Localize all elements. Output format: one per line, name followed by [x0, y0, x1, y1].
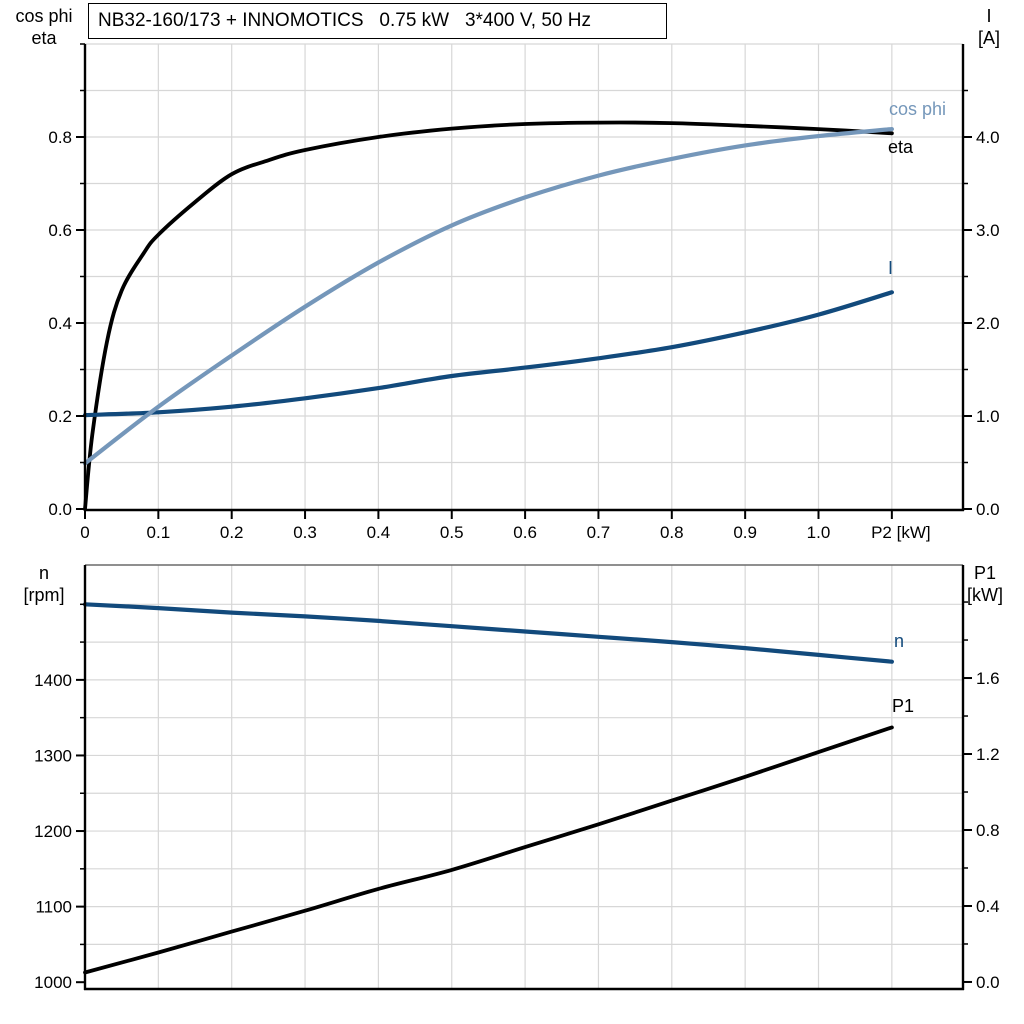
x-tick-label: 0.7: [587, 523, 611, 542]
x-tick-label: 0.8: [660, 523, 684, 542]
right-tick-label: 3.0: [976, 221, 1000, 240]
x-tick-label: 0.4: [367, 523, 391, 542]
curve-label-p1: P1: [892, 696, 915, 716]
left-tick-label: 1300: [34, 746, 72, 765]
axis-title-speed-unit: [rpm]: [23, 585, 65, 605]
axis-title-speed: n: [38, 563, 49, 583]
chart-title-box: NB32-160/173 + INNOMOTICS 0.75 kW 3*400 …: [88, 3, 667, 39]
left-tick-label: 0.2: [48, 407, 72, 426]
right-tick-label: 1.0: [976, 407, 1000, 426]
x-tick-label: 0.5: [440, 523, 464, 542]
curve-i: [82, 290, 894, 418]
right-tick-label: 0.0: [976, 973, 1000, 992]
axis-title-cos-phi: cos phi: [15, 6, 73, 26]
curve-label-cos-phi: cos phi: [889, 99, 947, 119]
left-tick-label: 1200: [34, 822, 72, 841]
left-tick-label: 0.6: [48, 221, 72, 240]
left-tick-label: 1000: [34, 973, 72, 992]
left-tick-label: 1100: [35, 898, 72, 917]
axis-title-eta: eta: [31, 28, 57, 48]
left-tick-label: 0.8: [48, 128, 72, 147]
top-right-axis-title: I [A]: [960, 5, 1018, 49]
curve-cos-phi: [82, 127, 894, 466]
curve-label-speed: n: [894, 631, 905, 651]
axis-title-current-unit: [A]: [977, 28, 1000, 48]
curve-label-current: I: [888, 258, 894, 278]
x-tick-label: 0.3: [293, 523, 317, 542]
top-left-axis-title: cos phi eta: [4, 5, 84, 49]
bottom-right-axis-title: P1 [kW]: [952, 562, 1018, 606]
x-tick-label: 0.9: [733, 523, 757, 542]
right-tick-label: 0.0: [976, 500, 1000, 519]
right-tick-label: 1.6: [976, 669, 1000, 688]
curve-n: [82, 602, 894, 664]
x-tick-label: 0: [80, 523, 89, 542]
axis-title-current: I: [986, 6, 992, 26]
left-tick-label: 0.4: [48, 314, 72, 333]
axis-title-p1: P1: [973, 563, 997, 583]
curve-eta: [83, 120, 894, 511]
right-tick-label: 1.2: [976, 745, 1000, 764]
axis-title-p1-unit: [kW]: [967, 585, 1003, 605]
right-tick-label: 0.4: [976, 897, 1000, 916]
curve-p1: [83, 725, 894, 975]
chart-title: NB32-160/173 + INNOMOTICS 0.75 kW 3*400 …: [98, 10, 591, 31]
x-tick-label: 0.1: [147, 523, 171, 542]
bottom-left-axis-title: n [rpm]: [6, 562, 82, 606]
x-axis-label: P2 [kW]: [871, 523, 931, 542]
left-tick-label: 1400: [34, 671, 72, 690]
right-tick-label: 2.0: [976, 314, 1000, 333]
right-tick-label: 4.0: [976, 128, 1000, 147]
curve-label-eta: eta: [888, 137, 914, 157]
x-tick-label: 1.0: [807, 523, 831, 542]
x-tick-label: 0.6: [513, 523, 537, 542]
x-tick-label: 0.2: [220, 523, 244, 542]
left-tick-label: 0.0: [48, 500, 72, 519]
right-tick-label: 0.8: [976, 821, 1000, 840]
